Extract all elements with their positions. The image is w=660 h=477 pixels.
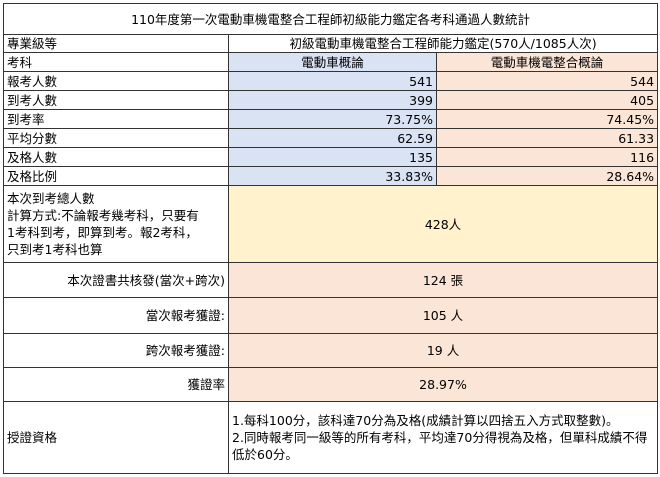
row-label: 專業級等	[3, 34, 229, 53]
row-label: 本次到考總人數 計算方式:不論報考幾考科，只要有 1考科到考，即算到考。報2考科…	[3, 185, 229, 263]
cell: 544	[435, 71, 659, 91]
label-line: 計算方式:不論報考幾考科，只要有	[7, 208, 199, 223]
cell: 116	[435, 147, 659, 167]
row-label: 獲證率	[3, 367, 229, 402]
row-label: 到考人數	[3, 90, 229, 110]
subject: 電動車概論	[228, 52, 437, 72]
stats-table: 110年度第一次電動車機電整合工程師初級能力鑑定各考科通過人數統計 專業級等 初級…	[2, 3, 659, 474]
label-line: 本次到考總人數	[7, 191, 95, 206]
row-label: 考科	[3, 52, 229, 72]
cell: 28.64%	[435, 166, 659, 186]
summary-value: 428人	[227, 185, 659, 263]
cell: 135	[228, 147, 437, 167]
row-label: 本次證書共核發(當次+跨次)	[3, 262, 229, 298]
cell: 62.59	[228, 128, 437, 148]
subject: 電動車機電整合概論	[435, 52, 659, 72]
row-label: 及格人數	[3, 147, 229, 167]
summary-value: 105 人	[227, 297, 659, 334]
cell: 73.75%	[228, 109, 437, 129]
label-line: 1考科到考，即算到考。報2考科，	[7, 225, 198, 240]
note: 1.每科100分，該科達70分為及格(成績計算以四捨五入方式取整數)。	[232, 413, 619, 428]
row-label: 報考人數	[3, 71, 229, 91]
summary-value: 28.97%	[227, 367, 659, 402]
level-value: 初級電動車機電整合工程師能力鑑定(570人/1085人次)	[227, 34, 659, 53]
notes: 1.每科100分，該科達70分為及格(成績計算以四捨五入方式取整數)。 2.同時…	[227, 401, 659, 474]
row-label: 當次報考獲證:	[3, 297, 229, 334]
cell: 405	[435, 90, 659, 110]
row-label: 平均分數	[3, 128, 229, 148]
row-label: 授證資格	[3, 401, 229, 474]
row-label: 到考率	[3, 109, 229, 129]
cell: 399	[228, 90, 437, 110]
row-label: 及格比例	[3, 166, 229, 186]
label-line: 只到考1考科也算	[7, 242, 103, 257]
cell: 74.45%	[435, 109, 659, 129]
cell: 33.83%	[228, 166, 437, 186]
title: 110年度第一次電動車機電整合工程師初級能力鑑定各考科通過人數統計	[2, 3, 659, 35]
cell: 61.33	[435, 128, 659, 148]
summary-value: 124 張	[227, 262, 659, 298]
cell: 541	[228, 71, 437, 91]
note: 2.同時報考同一級等的所有考科，平均達70分得視為及格，但單科成績不得低於60分…	[232, 430, 648, 462]
row-label: 跨次報考獲證:	[3, 333, 229, 368]
summary-value: 19 人	[227, 333, 659, 368]
